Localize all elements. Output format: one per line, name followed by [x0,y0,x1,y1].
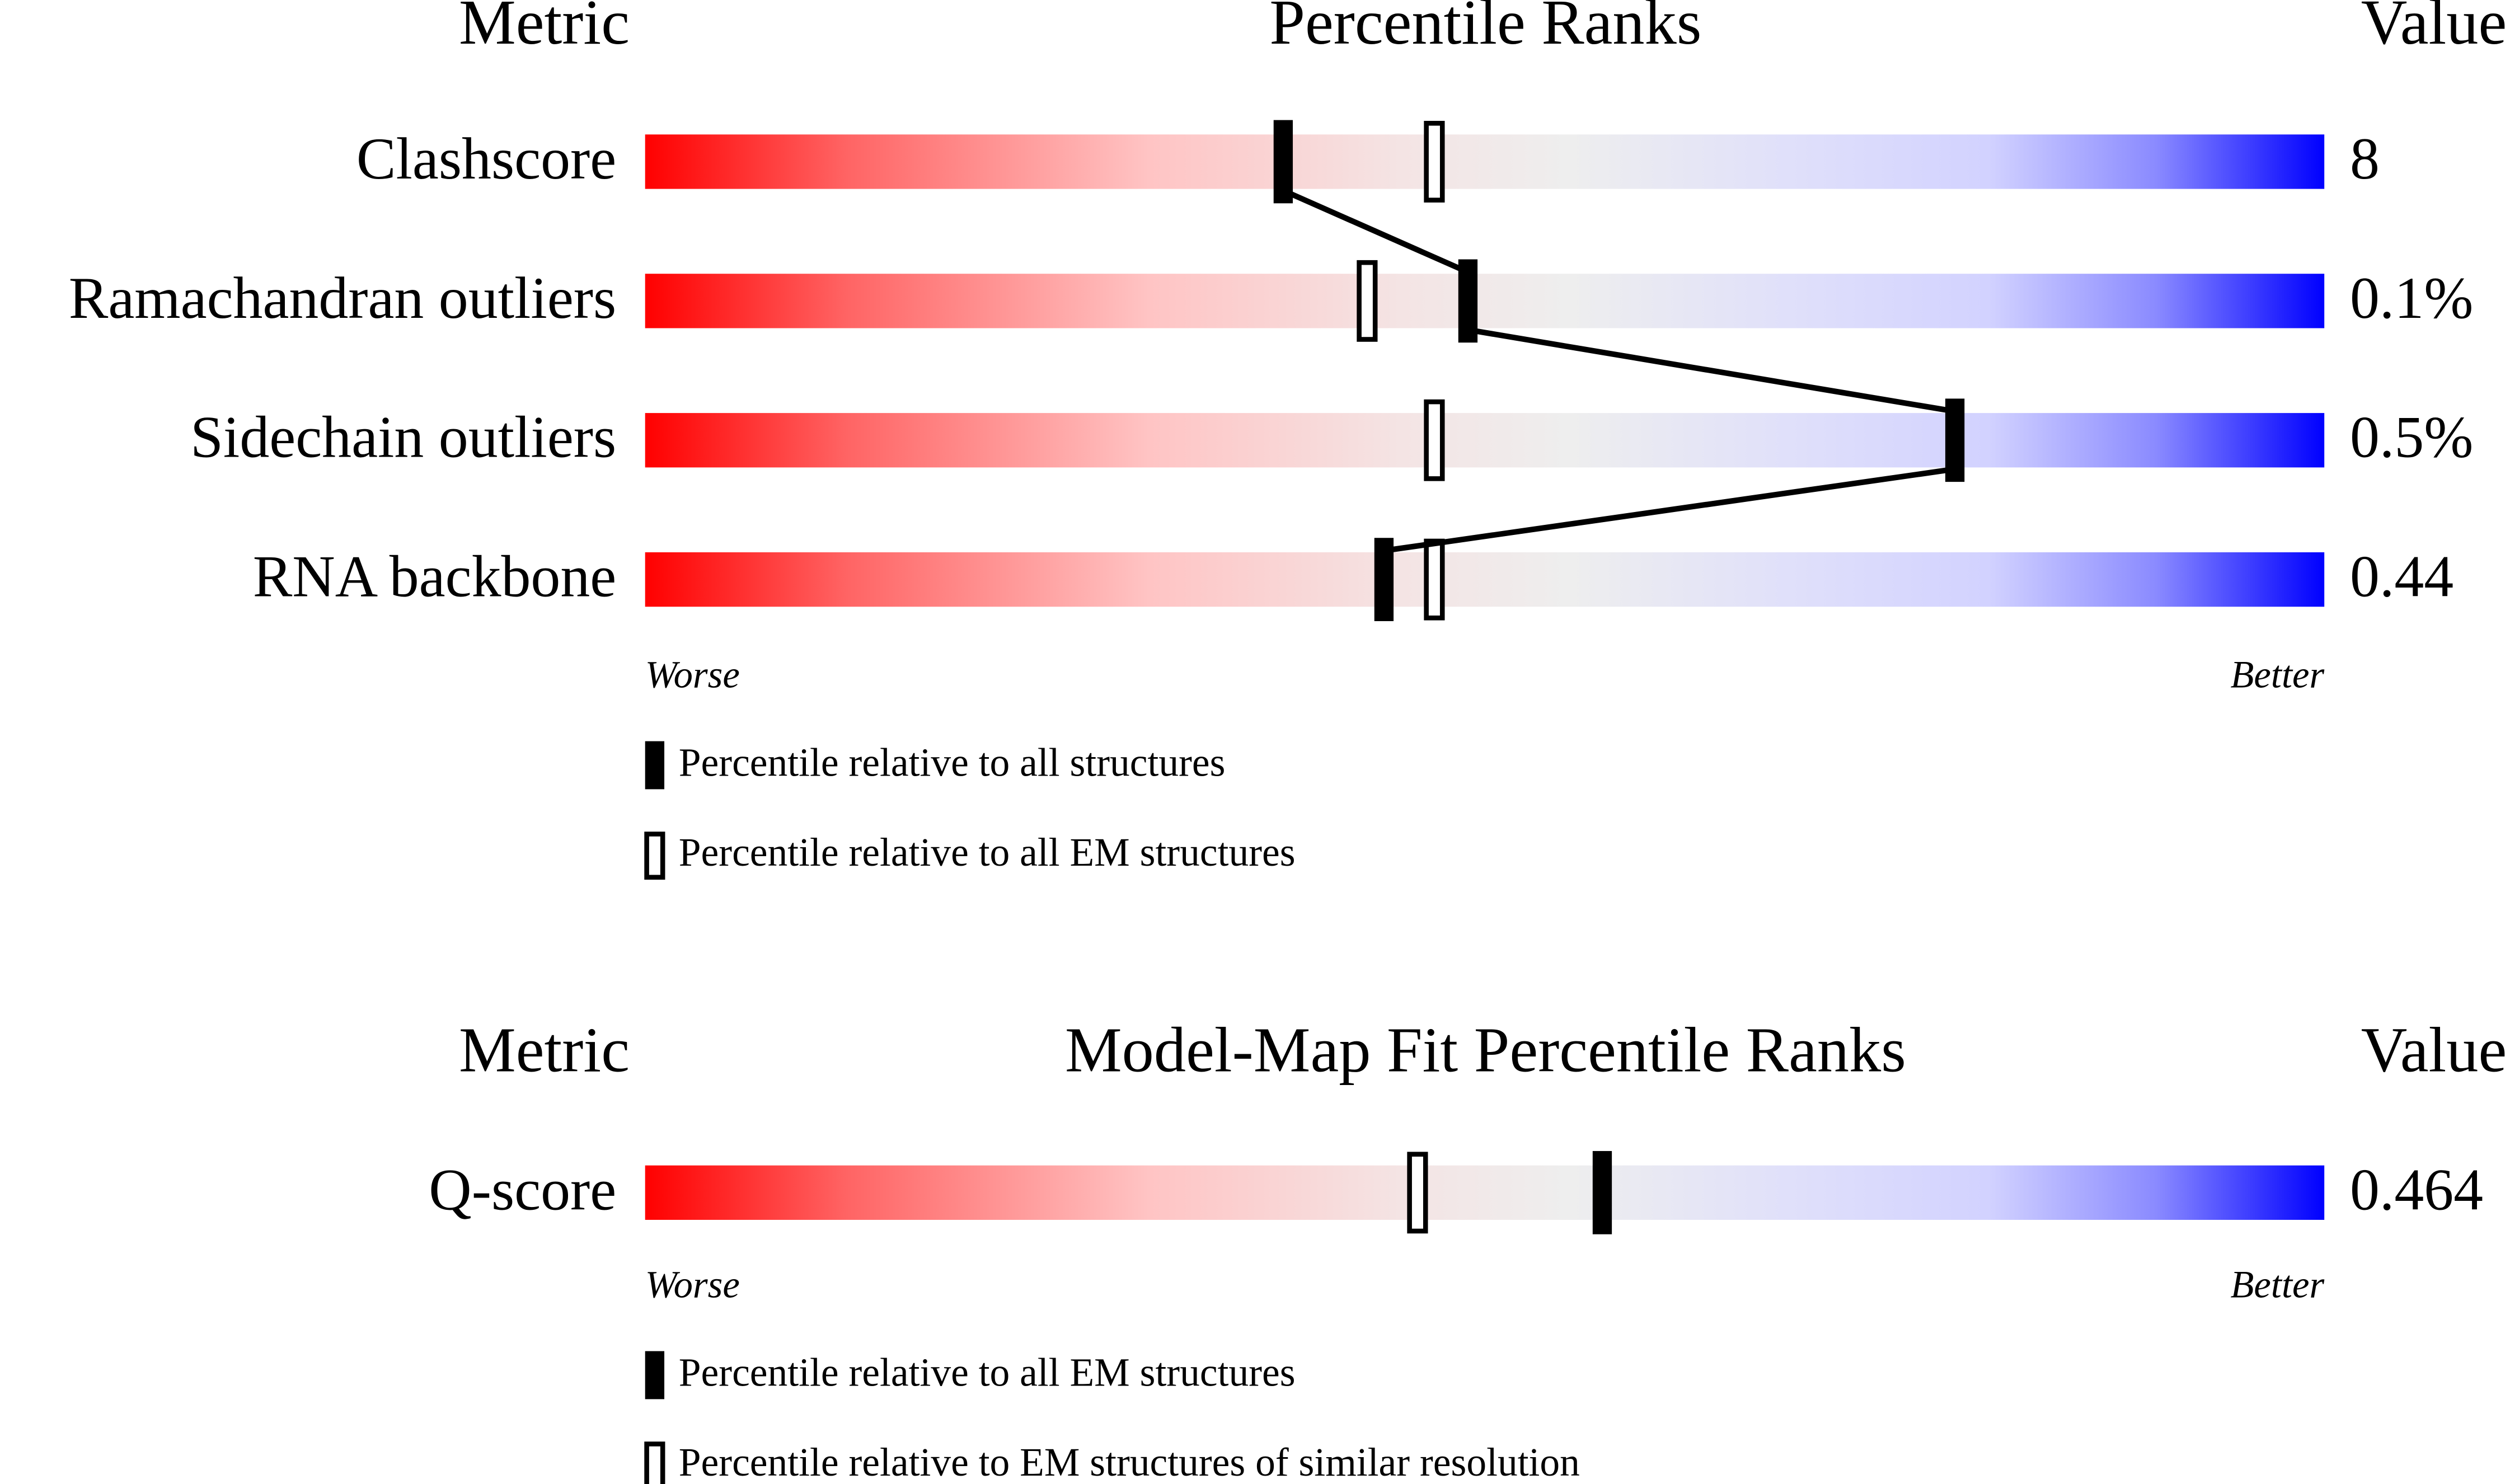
legend-filled-icon [645,741,665,790]
metric-value: 8 [2350,126,2380,191]
connector-line [1282,187,1469,275]
connector-line [1383,466,1955,554]
legend-open-text: Percentile relative to all EM structures [679,830,1296,875]
percentile-bar [645,413,2325,468]
metric-label: Clashscore [356,126,616,191]
percentile-bar [645,1165,2325,1220]
metric-value: 0.5% [2350,405,2473,470]
metric-header: Metric [459,0,630,58]
metric-header: Metric [459,1014,630,1085]
metric-label: Q-score [429,1157,616,1222]
value-header: Value [2361,1014,2507,1085]
open-marker [1424,399,1445,481]
metric-value: 0.44 [2350,544,2453,609]
metric-label: RNA backbone [253,544,616,609]
open-marker [1357,260,1378,342]
legend-open-text: Percentile relative to EM structures of … [679,1440,1580,1484]
filled-marker [1592,1150,1612,1234]
open-marker [1424,120,1445,203]
filled-marker [1273,120,1293,204]
metric-value: 0.1% [2350,265,2473,331]
metric-label: Sidechain outliers [190,405,616,470]
legend-filled-icon [645,1351,665,1400]
connector-line [1467,327,1955,415]
legend-filled-text: Percentile relative to all structures [679,741,1226,785]
metric-value: 0.464 [2350,1157,2483,1222]
legend-open-icon [644,1441,665,1484]
metric-label: Ramachandran outliers [69,265,616,331]
worse-label: Worse [645,1264,740,1306]
open-marker [1424,538,1445,621]
better-label: Better [2230,654,2324,696]
value-header: Value [2361,0,2507,58]
legend-filled-text: Percentile relative to all EM structures [679,1351,1296,1395]
worse-label: Worse [645,654,740,696]
better-label: Better [2230,1264,2324,1306]
legend-open-icon [644,832,665,880]
panel-title: Percentile Ranks [1269,0,1701,58]
percentile-bar [645,552,2325,607]
panel-title: Model-Map Fit Percentile Ranks [1065,1014,1906,1085]
open-marker [1407,1152,1428,1234]
percentile-bar [645,134,2325,189]
percentile-bar [645,274,2325,328]
